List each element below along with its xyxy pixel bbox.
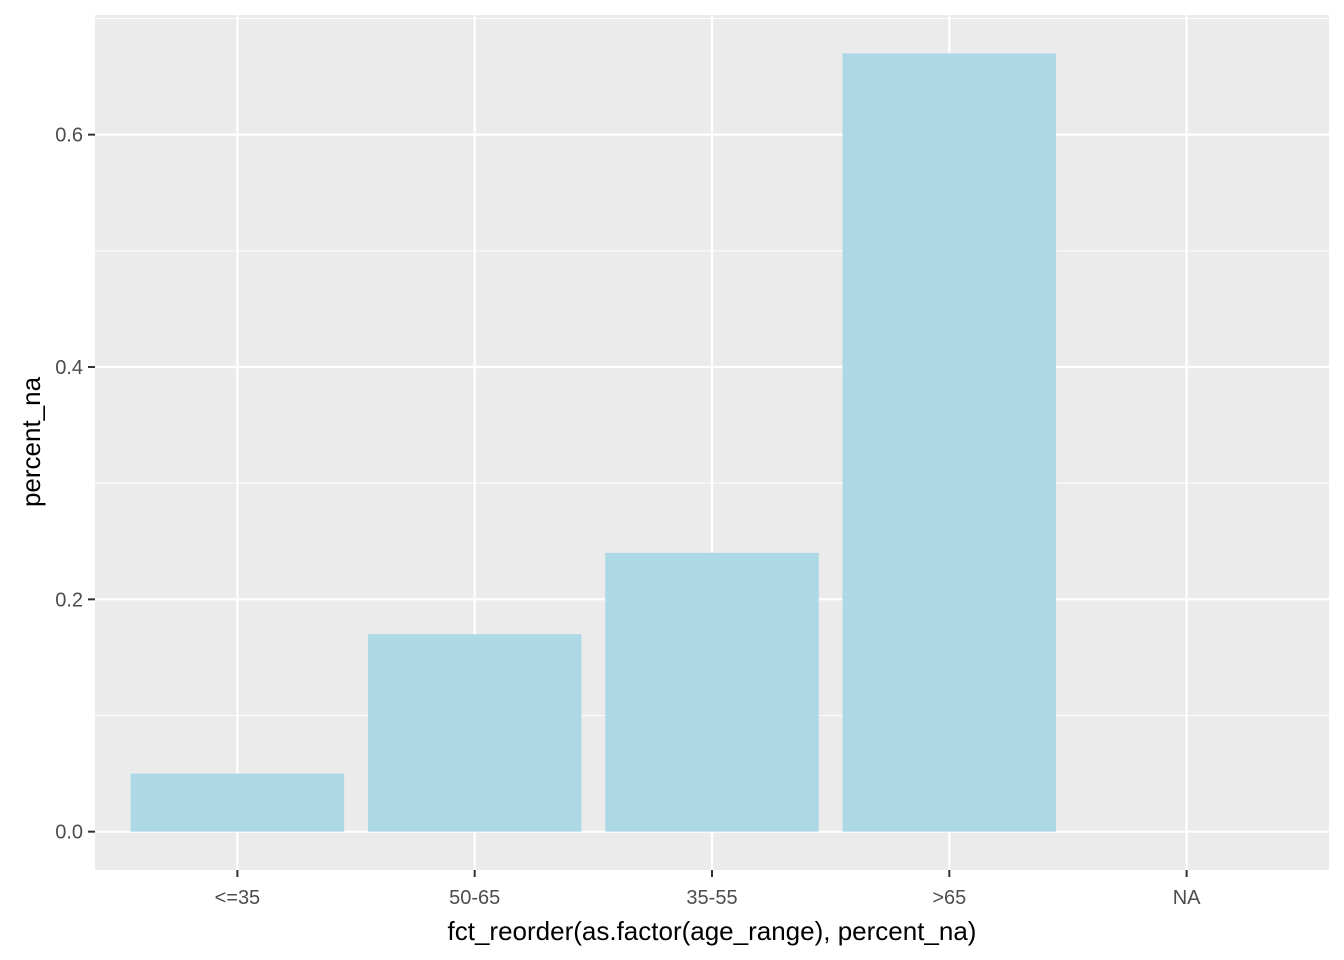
bar bbox=[605, 552, 819, 832]
x-tick-label: 50-65 bbox=[449, 887, 500, 909]
x-tick-label: NA bbox=[1173, 887, 1201, 909]
y-tick-label: 0.2 bbox=[55, 589, 83, 611]
y-tick-label: 0.0 bbox=[55, 822, 83, 844]
y-tick-label: 0.4 bbox=[55, 357, 83, 379]
x-tick-label: <=35 bbox=[215, 887, 261, 909]
bar bbox=[130, 773, 345, 832]
y-axis-title: percent_na bbox=[16, 376, 46, 507]
y-axis-ticks: 0.0 0.2 0.4 0.6 bbox=[55, 125, 95, 844]
bars bbox=[130, 53, 1057, 832]
y-tick-label: 0.6 bbox=[55, 125, 83, 147]
x-tick-label: 35-55 bbox=[686, 887, 737, 909]
x-axis-ticks: <=35 50-65 35-55 >65 NA bbox=[215, 870, 1201, 909]
x-axis-title: fct_reorder(as.factor(age_range), percen… bbox=[448, 916, 977, 946]
bar bbox=[367, 634, 582, 832]
x-tick-label: >65 bbox=[932, 887, 966, 909]
bar bbox=[842, 53, 1057, 832]
